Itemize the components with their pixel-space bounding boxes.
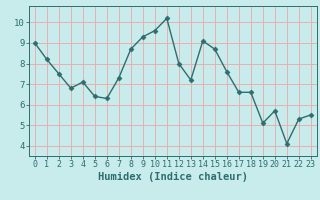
X-axis label: Humidex (Indice chaleur): Humidex (Indice chaleur) [98, 172, 248, 182]
